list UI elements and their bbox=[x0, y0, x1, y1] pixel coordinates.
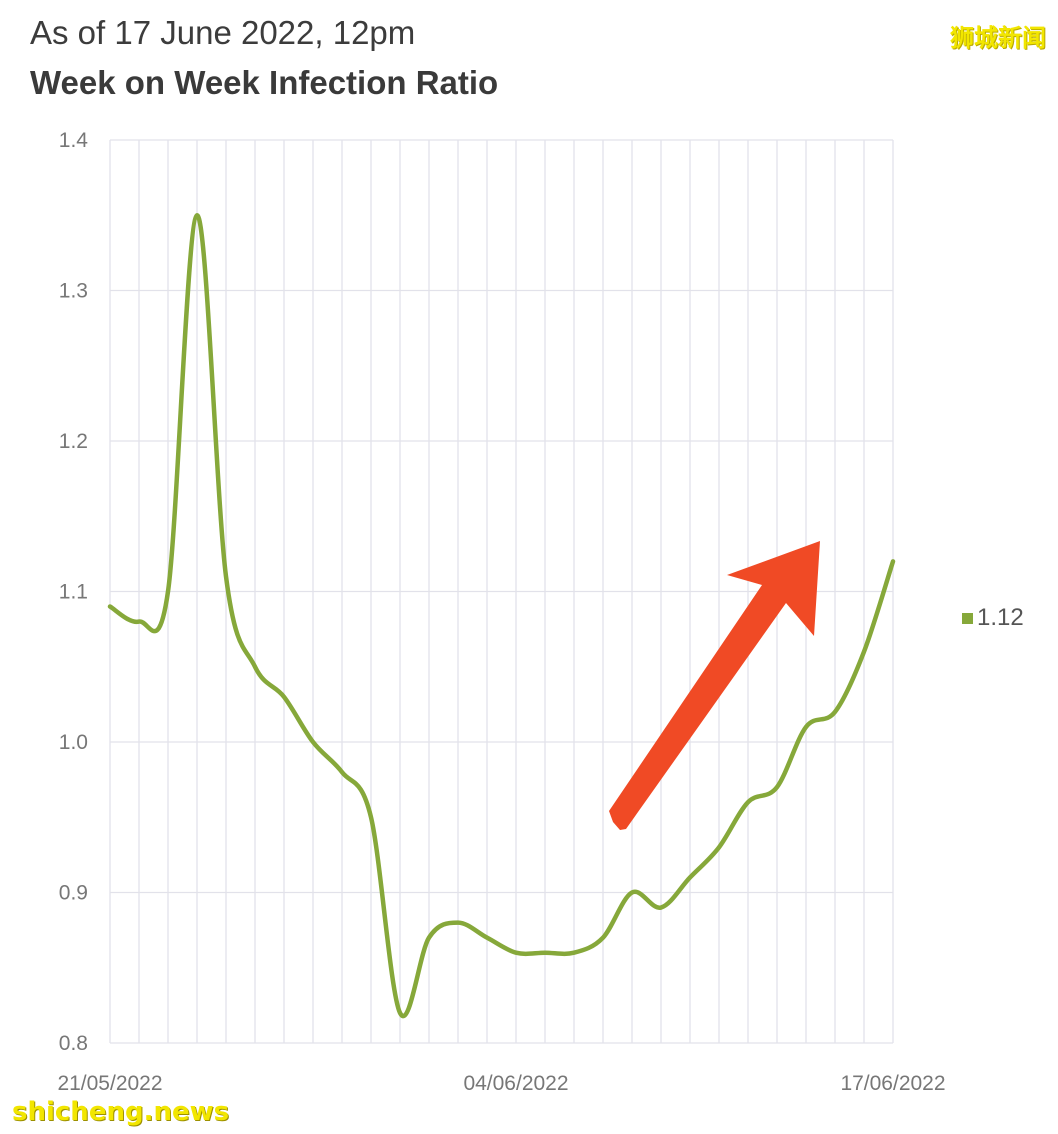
y-tick-label: 1.2 bbox=[59, 430, 88, 453]
data-point bbox=[804, 725, 808, 729]
data-point bbox=[659, 906, 663, 910]
y-tick-label: 0.9 bbox=[59, 882, 88, 905]
data-point bbox=[862, 650, 866, 654]
chart-subtitle: As of 17 June 2022, 12pm bbox=[30, 14, 416, 51]
data-point bbox=[253, 665, 257, 669]
data-point bbox=[833, 710, 837, 714]
x-tick-label: 17/06/2022 bbox=[840, 1072, 945, 1095]
data-point bbox=[398, 1011, 402, 1015]
x-tick-label: 21/05/2022 bbox=[57, 1072, 162, 1095]
data-point bbox=[456, 921, 460, 925]
y-tick-label: 1.1 bbox=[59, 581, 88, 604]
data-point bbox=[891, 559, 895, 563]
chart-title: Week on Week Infection Ratio bbox=[30, 64, 499, 101]
site-watermark: shicheng.news bbox=[12, 1097, 230, 1127]
data-point bbox=[137, 620, 141, 624]
y-tick-label: 1.3 bbox=[59, 280, 88, 303]
legend: 1.12 bbox=[962, 604, 1024, 632]
y-tick-label: 0.8 bbox=[59, 1032, 88, 1055]
data-point bbox=[427, 936, 431, 940]
data-point bbox=[224, 574, 228, 578]
data-point bbox=[282, 695, 286, 699]
data-point bbox=[601, 936, 605, 940]
y-tick-label: 1.4 bbox=[59, 129, 89, 152]
legend-swatch-icon bbox=[962, 612, 973, 624]
brand-watermark: 狮城新闻 bbox=[950, 24, 1046, 52]
data-point bbox=[369, 815, 373, 819]
data-point bbox=[166, 590, 170, 594]
data-point bbox=[485, 936, 489, 940]
red-arrow-icon bbox=[609, 541, 820, 830]
data-point bbox=[688, 875, 692, 879]
data-point bbox=[572, 951, 576, 955]
y-axis-ticks: 0.8 0.9 1.0 1.1 1.2 1.3 1.4 bbox=[59, 129, 89, 1055]
y-tick-label: 1.0 bbox=[59, 731, 88, 754]
data-point bbox=[195, 213, 199, 217]
data-point bbox=[717, 845, 721, 849]
data-point bbox=[775, 785, 779, 789]
x-tick-label: 04/06/2022 bbox=[463, 1072, 568, 1095]
data-point bbox=[514, 951, 518, 955]
legend-label: 1.12 bbox=[977, 604, 1024, 631]
x-axis-ticks: 21/05/2022 04/06/2022 17/06/2022 bbox=[57, 1072, 945, 1095]
data-point bbox=[543, 951, 547, 955]
data-point bbox=[746, 800, 750, 804]
data-point bbox=[630, 891, 634, 895]
data-point bbox=[311, 740, 315, 744]
data-point bbox=[108, 605, 112, 609]
data-point bbox=[340, 770, 344, 774]
series-line bbox=[107, 212, 896, 1019]
